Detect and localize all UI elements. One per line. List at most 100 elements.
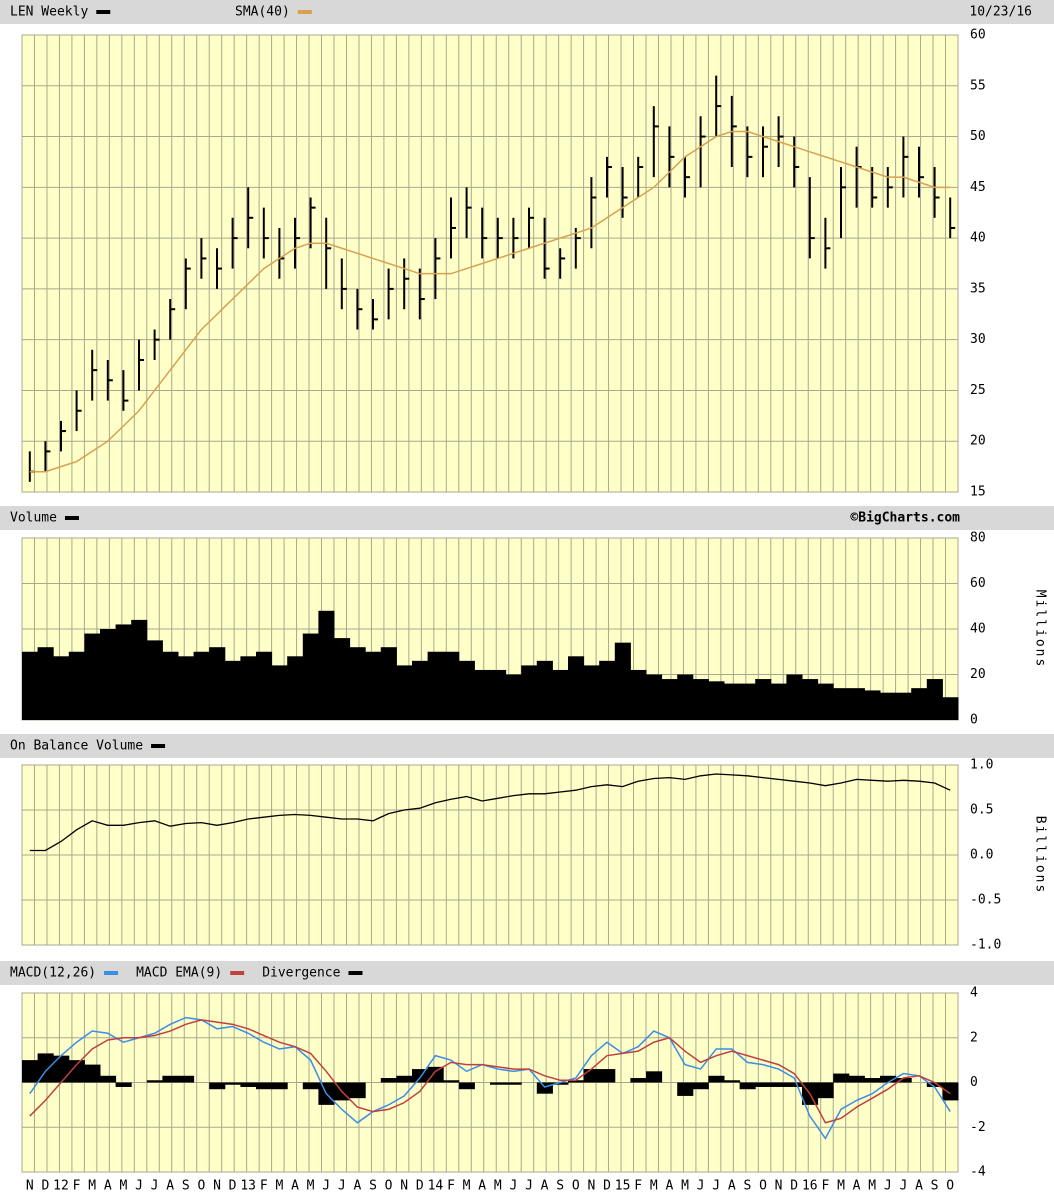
panel-header <box>0 0 1054 24</box>
series-line <box>29 1019 951 1124</box>
volume-bar <box>334 638 351 720</box>
volume-bar <box>848 688 865 720</box>
panel-header <box>0 734 1054 758</box>
divergence-bar <box>100 1075 117 1083</box>
y-tick-label: 40 <box>970 622 986 637</box>
divergence-bar <box>162 1075 179 1083</box>
x-tick-label: F <box>821 1179 829 1194</box>
x-tick-label: J <box>884 1179 892 1194</box>
x-tick-label: A <box>478 1179 486 1194</box>
x-tick-label: M <box>88 1179 96 1194</box>
x-tick-label: F <box>634 1179 642 1194</box>
legend-swatch <box>230 971 245 975</box>
x-tick-label: J <box>322 1179 330 1194</box>
x-tick-label: 14 <box>428 1179 444 1194</box>
divergence-bar <box>240 1082 257 1087</box>
x-tick-label: F <box>73 1179 81 1194</box>
x-tick-label: O <box>197 1179 205 1194</box>
divergence-bar <box>505 1082 522 1085</box>
divergence-bar <box>536 1082 553 1094</box>
x-tick-label: D <box>790 1179 798 1194</box>
divergence-bar <box>380 1078 397 1083</box>
x-tick-label: 13 <box>240 1179 256 1194</box>
volume-bar <box>708 681 725 720</box>
legend-label: LEN Weekly <box>10 5 88 20</box>
volume-bar <box>412 660 429 720</box>
volume-bar <box>833 688 850 720</box>
divergence-bar <box>146 1080 163 1083</box>
y-tick-label: 0 <box>970 1075 978 1090</box>
legend-swatch <box>151 744 166 748</box>
divergence-bar <box>302 1082 319 1090</box>
volume-bar <box>22 651 39 720</box>
divergence-bar <box>224 1082 241 1085</box>
volume-bar <box>240 656 257 720</box>
volume-bar <box>115 624 132 720</box>
x-tick-label: J <box>712 1179 720 1194</box>
divergence-bar <box>458 1082 475 1090</box>
volume-bar <box>131 619 148 720</box>
x-tick-label: M <box>650 1179 658 1194</box>
legend-swatch <box>348 971 363 975</box>
x-tick-label: N <box>400 1179 408 1194</box>
y-tick-label: -2 <box>970 1120 986 1135</box>
volume-bar <box>786 674 803 720</box>
x-tick-label: A <box>104 1179 112 1194</box>
divergence-bar <box>599 1069 616 1083</box>
legend-label: On Balance Volume <box>10 739 143 754</box>
y-tick-label: 25 <box>970 383 986 398</box>
divergence-bar <box>53 1055 70 1083</box>
volume-bar <box>474 669 491 720</box>
x-tick-label: N <box>26 1179 34 1194</box>
chart-date: 10/23/16 <box>969 5 1032 20</box>
x-tick-label: M <box>307 1179 315 1194</box>
y-tick-label: 15 <box>970 485 986 500</box>
legend-swatch <box>104 971 119 975</box>
panel-header <box>0 506 1054 530</box>
x-tick-label: A <box>665 1179 673 1194</box>
x-tick-label: A <box>291 1179 299 1194</box>
divergence-bar <box>630 1078 647 1083</box>
divergence-bar <box>427 1066 444 1083</box>
y-tick-label: 20 <box>970 667 986 682</box>
x-tick-label: S <box>369 1179 377 1194</box>
volume-bar <box>302 633 319 720</box>
volume-bar <box>505 674 522 720</box>
x-tick-label: N <box>587 1179 595 1194</box>
y-tick-label: 30 <box>970 332 986 347</box>
volume-bar <box>942 697 959 720</box>
y-tick-label: 35 <box>970 281 986 296</box>
x-tick-label: M <box>275 1179 283 1194</box>
divergence-bar <box>880 1075 897 1083</box>
x-tick-label: J <box>525 1179 533 1194</box>
volume-bar <box>349 647 366 720</box>
x-tick-label: J <box>899 1179 907 1194</box>
volume-bar <box>770 683 787 720</box>
volume-bar <box>677 674 694 720</box>
series-line <box>29 773 951 852</box>
source-credit: ©BigCharts.com <box>850 511 960 526</box>
divergence-bar <box>256 1082 273 1090</box>
divergence-bar <box>209 1082 226 1090</box>
divergence-bar <box>677 1082 694 1096</box>
divergence-bar <box>864 1078 881 1083</box>
volume-bar <box>802 679 819 720</box>
divergence-bar <box>552 1082 569 1085</box>
x-tick-label: J <box>509 1179 517 1194</box>
volume-bar <box>84 633 101 720</box>
legend-label: MACD EMA(9) <box>136 966 222 981</box>
y-tick-label: 60 <box>970 28 986 43</box>
x-tick-label: D <box>41 1179 49 1194</box>
volume-bar <box>178 656 195 720</box>
x-tick-label: O <box>385 1179 393 1194</box>
volume-bar <box>911 688 928 720</box>
x-tick-label: 12 <box>53 1179 69 1194</box>
divergence-bar <box>178 1075 195 1083</box>
x-tick-label: A <box>853 1179 861 1194</box>
divergence-bar <box>583 1069 600 1083</box>
volume-bar <box>365 651 382 720</box>
x-tick-label: A <box>728 1179 736 1194</box>
y-tick-label: 20 <box>970 434 986 449</box>
y-tick-label: -4 <box>970 1165 986 1180</box>
